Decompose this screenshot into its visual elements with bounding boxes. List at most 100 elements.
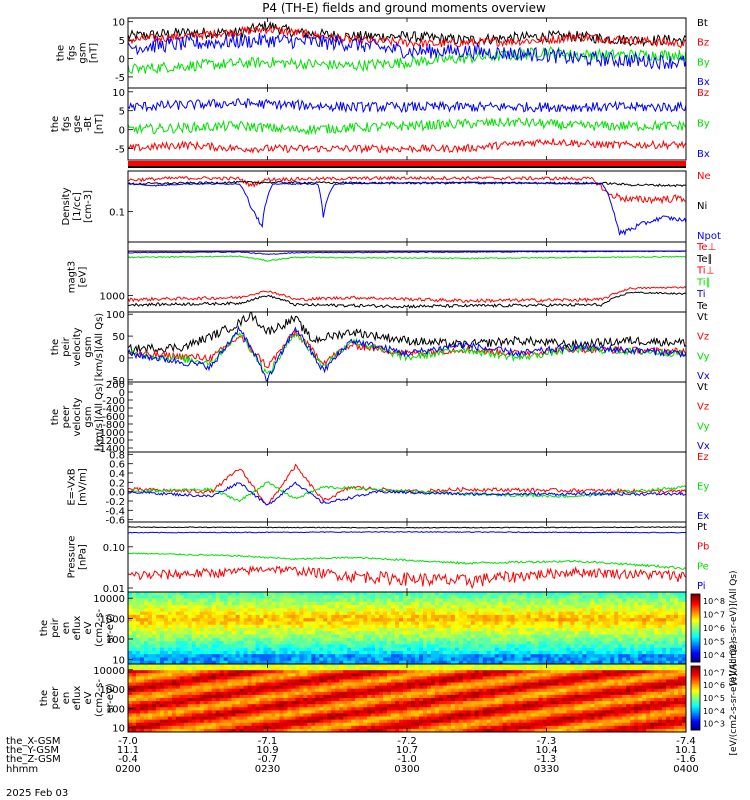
heatmap-cell <box>371 634 376 639</box>
heatmap-cell <box>315 644 320 648</box>
heatmap-cell <box>430 637 436 642</box>
heatmap-cell <box>363 682 368 686</box>
heatmap-cell <box>223 698 228 702</box>
heatmap-cell <box>195 688 201 693</box>
heatmap-cell <box>223 595 228 599</box>
heatmap-cell <box>486 676 491 680</box>
heatmap-cell <box>307 644 312 648</box>
heatmap-cell <box>502 664 507 668</box>
heatmap-cell <box>179 679 185 683</box>
heatmap-cell <box>155 654 161 658</box>
legend-entry: Te∥ <box>696 254 713 265</box>
heatmap-cell <box>662 628 667 632</box>
heatmap-cell <box>626 631 631 635</box>
heatmap-cell <box>183 605 189 609</box>
heatmap-cell <box>590 601 595 606</box>
heatmap-cell <box>307 654 312 658</box>
heatmap-cell <box>139 634 145 639</box>
heatmap-cell <box>538 664 543 668</box>
heatmap-cell <box>658 644 663 648</box>
heatmap-cell <box>454 647 460 652</box>
y-tick-label: 0 <box>119 55 125 66</box>
heatmap-cell <box>395 614 400 619</box>
heatmap-cell <box>454 667 460 671</box>
heatmap-cell <box>367 679 372 683</box>
heatmap-cell <box>347 664 352 668</box>
heatmap-cell <box>434 595 440 599</box>
series-line-Ti∥ <box>127 255 687 262</box>
heatmap-cell <box>219 595 224 599</box>
heatmap-cell <box>510 641 515 645</box>
heatmap-cell <box>602 614 607 619</box>
heatmap-cell <box>470 694 476 699</box>
heatmap-cell <box>255 667 260 671</box>
heatmap-cell <box>391 647 396 652</box>
heatmap-cell <box>430 614 436 619</box>
heatmap-cell <box>259 621 264 626</box>
heatmap-cell <box>602 694 607 699</box>
heatmap-cell <box>291 694 296 699</box>
heatmap-cell <box>183 650 189 655</box>
heatmap-cell <box>602 685 607 690</box>
heatmap-cell <box>283 637 288 642</box>
heatmap-cell <box>594 691 599 696</box>
heatmap-cell <box>403 673 408 677</box>
heatmap-cell <box>642 637 647 642</box>
heatmap-cell <box>147 654 153 658</box>
heatmap-cell <box>375 670 380 674</box>
heatmap-cell <box>678 621 683 626</box>
heatmap-cell <box>630 673 635 677</box>
heatmap-cell <box>442 654 448 658</box>
heatmap-cell <box>410 634 416 639</box>
heatmap-cell <box>674 631 679 635</box>
heatmap-cell <box>331 592 336 596</box>
heatmap-cell <box>482 673 488 677</box>
heatmap-cell <box>566 631 571 635</box>
heatmap-cell <box>151 660 157 665</box>
heatmap-cell <box>143 624 149 629</box>
heatmap-cell <box>207 679 212 683</box>
heatmap-cell <box>530 670 535 674</box>
heatmap-cell <box>143 641 149 645</box>
heatmap-cell <box>155 598 161 603</box>
heatmap-cell <box>646 641 651 645</box>
heatmap-cell <box>514 660 519 665</box>
heatmap-cell <box>678 618 683 622</box>
heatmap-cell <box>307 650 312 655</box>
heatmap-cell <box>606 670 611 674</box>
heatmap-cell <box>642 660 647 665</box>
heatmap-cell <box>566 605 571 609</box>
heatmap-cell <box>143 614 149 619</box>
heatmap-cell <box>634 631 639 635</box>
heatmap-cell <box>542 641 547 645</box>
heatmap-cell <box>538 598 543 603</box>
heatmap-cell <box>498 614 503 619</box>
heatmap-cell <box>574 624 579 629</box>
heatmap-cell <box>195 679 201 683</box>
heatmap-cell <box>562 608 567 612</box>
heatmap-cell <box>179 605 185 609</box>
heatmap-cell <box>482 664 488 668</box>
heatmap-cell <box>566 611 571 616</box>
heatmap-cell <box>590 694 595 699</box>
heatmap-cell <box>263 688 268 693</box>
heatmap-cell <box>227 673 232 677</box>
heatmap-cell <box>399 682 404 686</box>
heatmap-cell <box>594 634 599 639</box>
heatmap-cell <box>271 644 276 648</box>
heatmap-cell <box>335 650 340 655</box>
heatmap-cell <box>482 631 488 635</box>
heatmap-cell <box>490 621 495 626</box>
heatmap-cell <box>139 676 145 680</box>
heatmap-cell <box>167 631 173 635</box>
heatmap-cell <box>510 667 515 671</box>
y-axis-label-line: [nT] <box>94 114 105 134</box>
heatmap-cell <box>570 595 575 599</box>
heatmap-cell <box>578 676 583 680</box>
heatmap-cell <box>219 676 224 680</box>
heatmap-cell <box>315 650 320 655</box>
heatmap-cell <box>167 641 173 645</box>
heatmap-cell <box>227 614 232 619</box>
heatmap-cell <box>407 657 412 662</box>
heatmap-cell <box>590 691 595 696</box>
